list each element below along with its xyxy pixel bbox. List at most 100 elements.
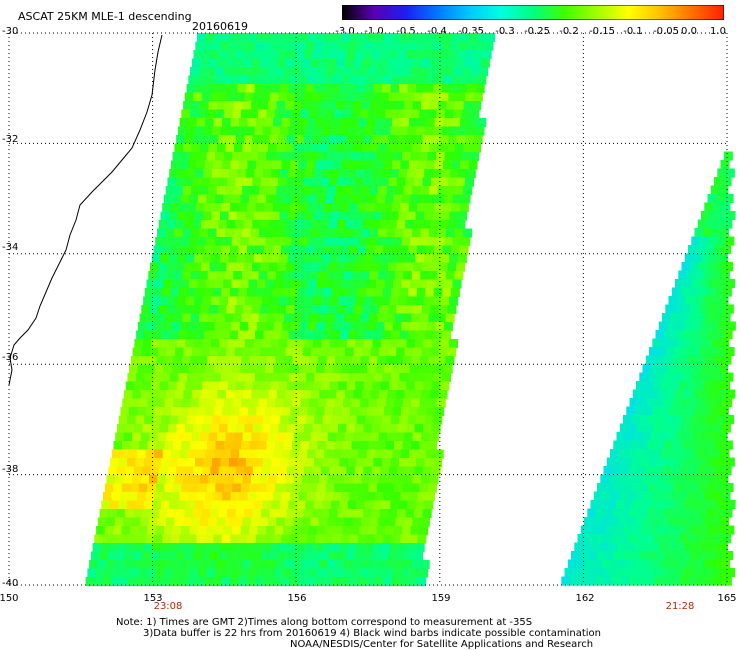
swath-cell [256, 492, 266, 502]
swath-cell [401, 364, 411, 374]
swath-cell [341, 492, 351, 502]
swath-cell [427, 237, 437, 247]
swath-cell [716, 525, 726, 535]
swath-cell [257, 237, 267, 247]
swath-cell [396, 220, 406, 230]
swath-cell [397, 92, 407, 102]
swath-cell [371, 262, 381, 272]
swath-cell [213, 118, 223, 128]
swath-cell [152, 543, 162, 553]
swath-cell [655, 508, 665, 518]
swath-cell [650, 542, 660, 552]
swath-cell [294, 220, 304, 230]
swath-cell [359, 237, 369, 247]
swath-cell [155, 483, 165, 493]
swath-cell [633, 542, 643, 552]
swath-cell [454, 271, 464, 281]
swath-cell [699, 304, 709, 314]
swath-cell [441, 373, 451, 383]
swath-cell [225, 517, 235, 527]
swath-cell [348, 458, 358, 468]
swath-cell [214, 322, 224, 332]
swath-cell [360, 398, 370, 408]
swath-cell [298, 449, 308, 459]
swath-cell [345, 347, 355, 357]
swath-cell [342, 152, 352, 162]
swath-cell [311, 262, 321, 272]
swath-cell [153, 534, 163, 544]
swath-cell [695, 449, 705, 459]
swath-cell [381, 126, 391, 136]
swath-cell [709, 279, 719, 289]
swath-cell [367, 568, 377, 578]
swath-cell [434, 449, 444, 459]
swath-cell [121, 568, 131, 578]
swath-cell [373, 169, 383, 179]
swath-cell [281, 492, 291, 502]
swath-cell [402, 109, 412, 119]
swath-cell [155, 568, 165, 578]
swath-cell [276, 186, 286, 196]
swath-cell [651, 474, 661, 484]
swath-cell [197, 237, 207, 247]
swath-cell [296, 126, 306, 136]
swath-cell [622, 551, 632, 561]
swath-cell [708, 415, 718, 425]
swath-cell [312, 466, 322, 476]
swath-cell [191, 475, 201, 485]
swath-cell [183, 390, 193, 400]
swath-cell [392, 33, 402, 43]
swath-cell [390, 373, 400, 383]
swath-cell [416, 288, 426, 298]
swath-cell [421, 101, 431, 111]
swath-cell [440, 296, 450, 306]
swath-cell [313, 500, 323, 510]
swath-cell [242, 475, 252, 485]
swath-cell [461, 109, 471, 119]
swath-cell [678, 491, 688, 501]
swath-cell [128, 492, 138, 502]
swath-cell [345, 305, 355, 315]
swath-cell [456, 92, 466, 102]
swath-cell [117, 424, 127, 434]
swath-cell [234, 58, 244, 68]
swath-cell [410, 194, 420, 204]
swath-cell [317, 441, 327, 451]
colorbar-label: -0.35 [458, 26, 484, 37]
swath-cell [148, 560, 158, 570]
swath-cell [402, 483, 412, 493]
swath-cell [689, 398, 699, 408]
swath-cell [228, 126, 238, 136]
swath-cell [281, 245, 291, 255]
swath-cell [201, 551, 211, 561]
swath-cell [332, 245, 342, 255]
swath-cell [371, 92, 381, 102]
swath-cell [443, 364, 453, 374]
swath-cell [286, 177, 296, 187]
swath-cell [720, 228, 730, 238]
swath-cell [284, 560, 294, 570]
swath-cell [688, 466, 698, 476]
swath-cell [177, 543, 187, 553]
swath-cell [407, 415, 417, 425]
swath-cell [672, 398, 682, 408]
swath-cell [146, 279, 156, 289]
swath-cell [342, 279, 352, 289]
swath-cell [331, 288, 341, 298]
swath-cell [363, 509, 373, 519]
swath-cell [379, 347, 389, 357]
swath-cell [171, 322, 181, 332]
swath-cell [212, 458, 222, 468]
swath-cell [247, 203, 257, 213]
swath-cell [314, 84, 324, 94]
swath-cell [237, 41, 247, 51]
swath-cell [415, 211, 425, 221]
swath-cell [323, 577, 333, 587]
swath-cell [486, 33, 496, 43]
swath-cell [597, 525, 607, 535]
swath-cell [261, 424, 271, 434]
swath-cell [168, 254, 178, 264]
swath-cell [440, 381, 450, 391]
swath-cell [276, 101, 286, 111]
swath-cell [693, 432, 703, 442]
